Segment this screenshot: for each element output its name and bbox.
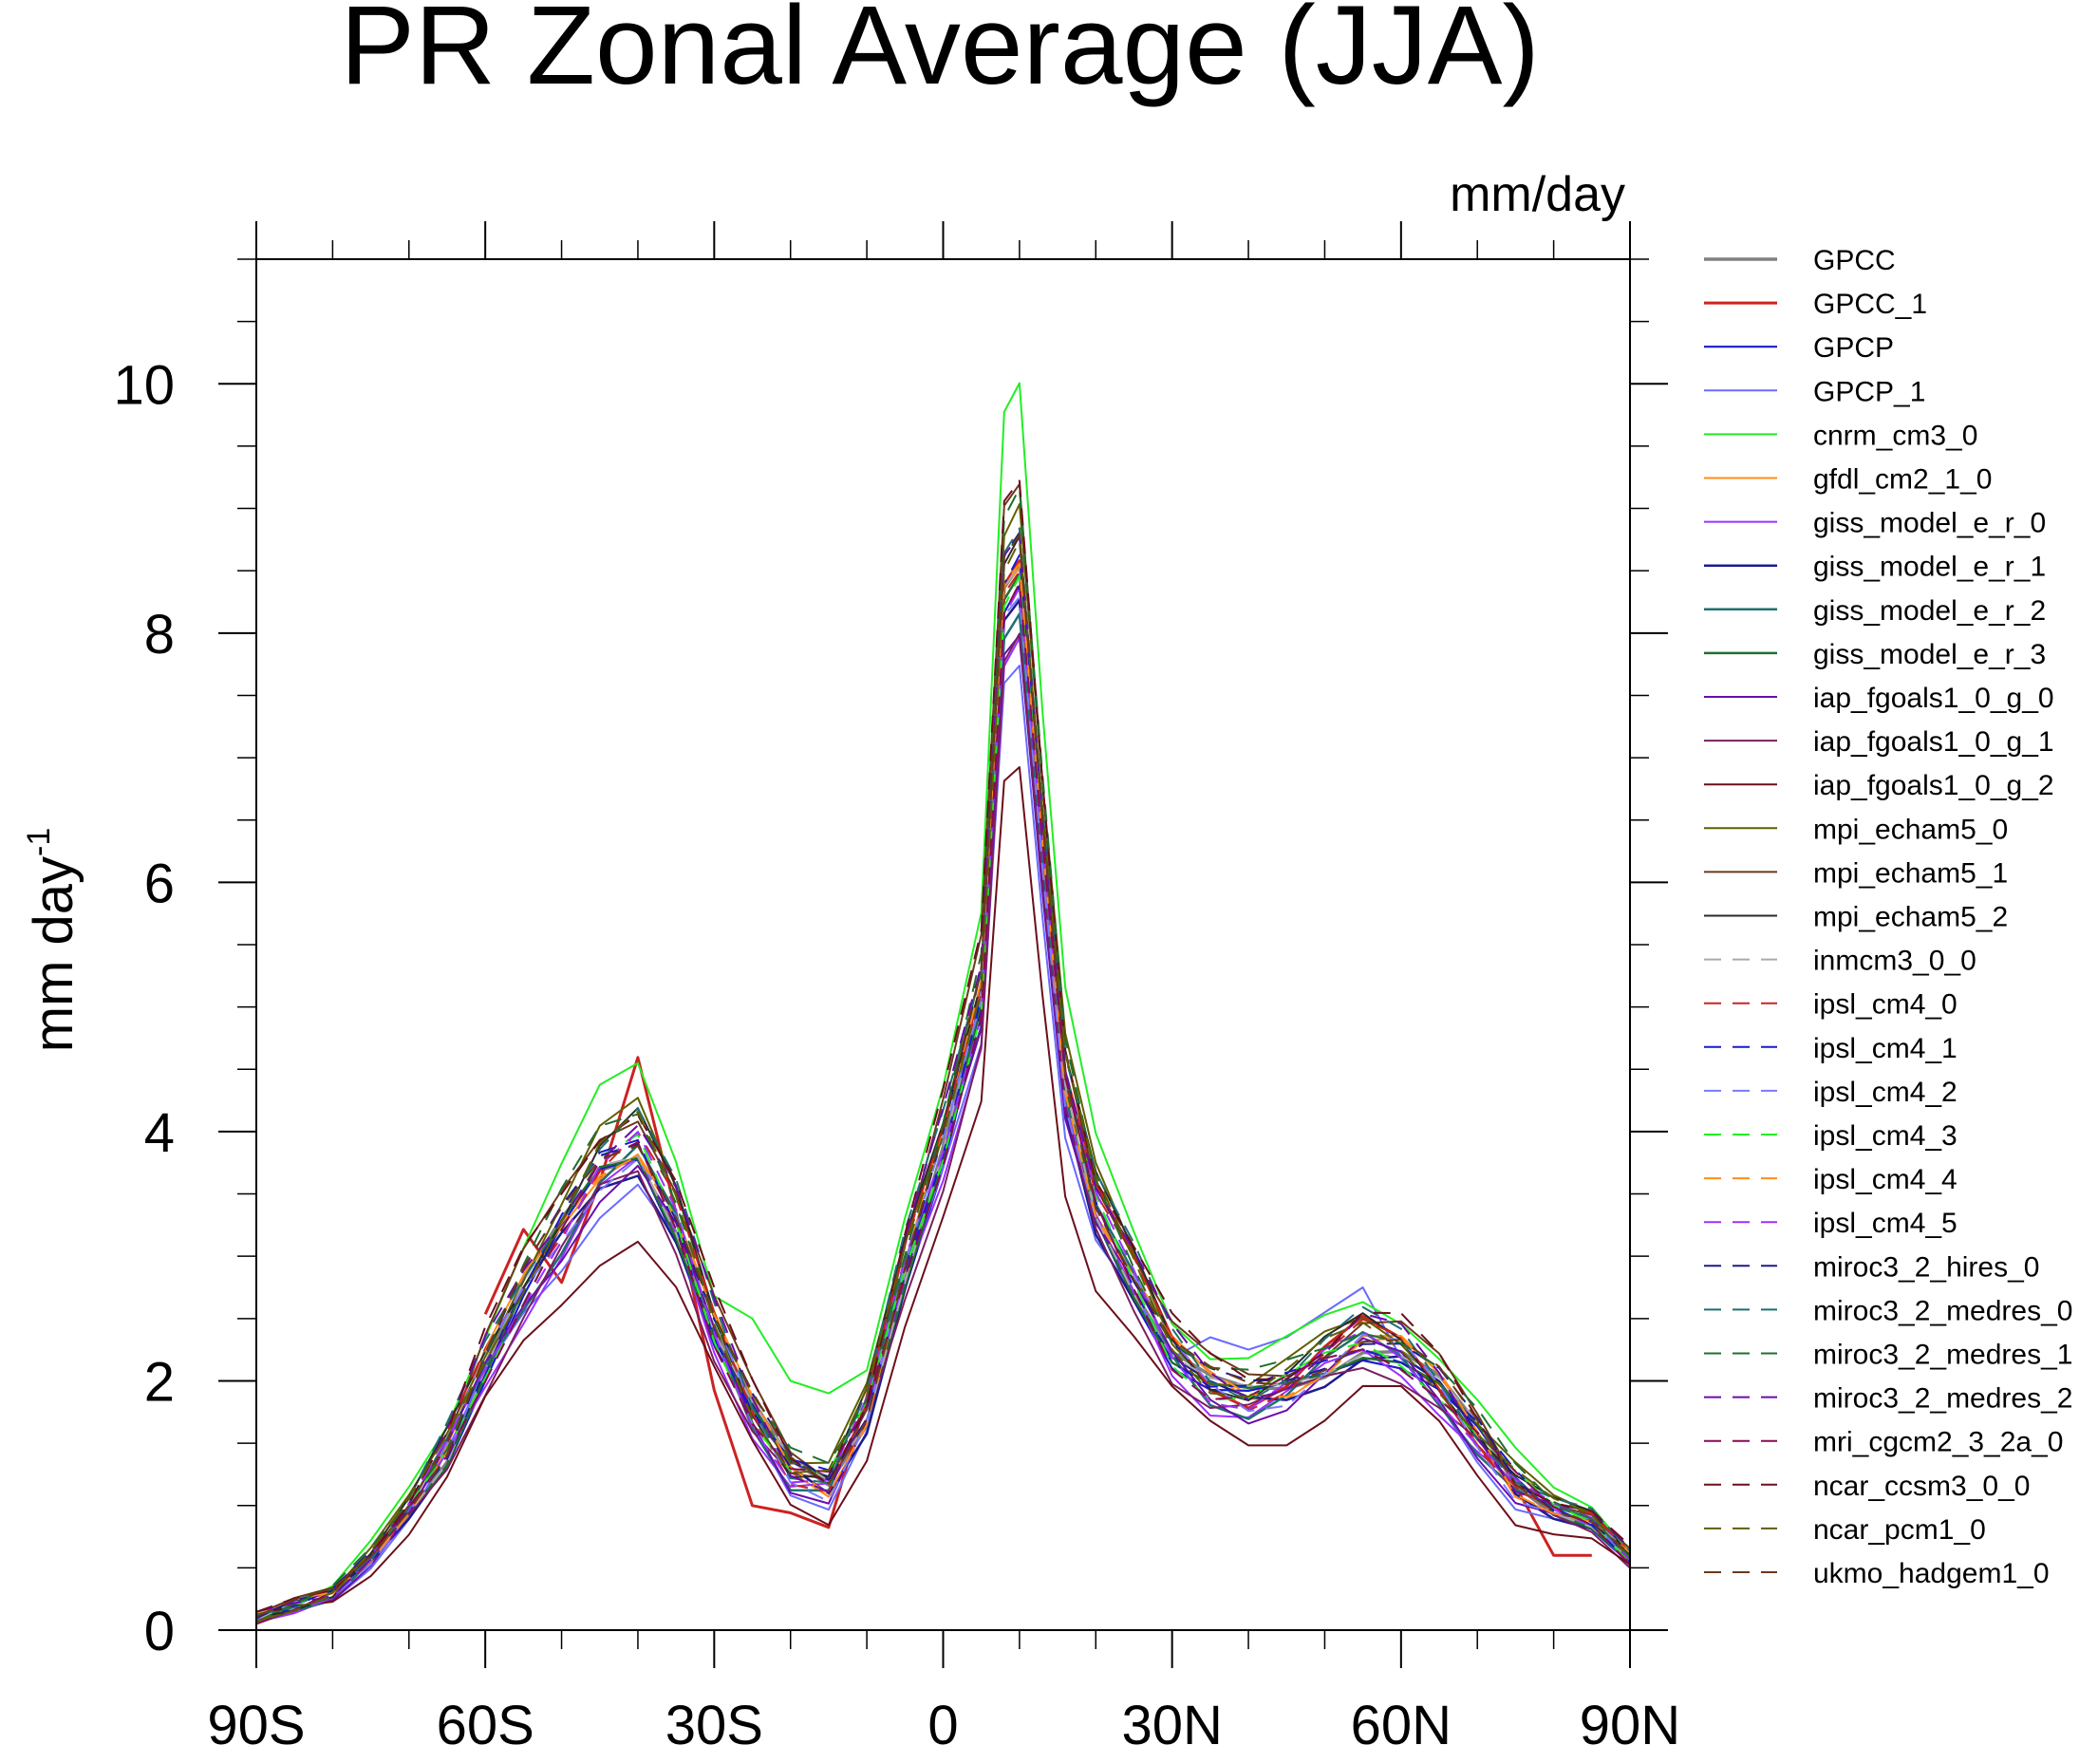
series-line bbox=[255, 534, 1631, 1613]
x-tick-label: 60S bbox=[437, 1695, 534, 1756]
legend-label: giss_model_e_r_1 bbox=[1813, 552, 2046, 583]
chart-title: PR Zonal Average (JJA) bbox=[340, 0, 1540, 108]
series-line bbox=[255, 582, 1631, 1625]
y-axis-label-text: mm day bbox=[23, 856, 84, 1052]
y-tick-label: 0 bbox=[144, 1601, 175, 1662]
x-tick-label: 30S bbox=[665, 1695, 763, 1756]
series-line bbox=[255, 382, 1631, 1623]
series-line bbox=[255, 584, 1631, 1624]
x-tick-label: 90S bbox=[207, 1695, 305, 1756]
legend-label: mpi_echam5_1 bbox=[1813, 857, 2008, 889]
legend-label: giss_model_e_r_3 bbox=[1813, 639, 2046, 670]
series-line bbox=[255, 574, 1631, 1624]
legend-label: GPCC_1 bbox=[1813, 289, 1927, 320]
legend-label: gfdl_cm2_1_0 bbox=[1813, 464, 1992, 496]
legend-label: ipsl_cm4_2 bbox=[1813, 1077, 1958, 1108]
legend-label: miroc3_2_medres_1 bbox=[1813, 1340, 2072, 1371]
series-line bbox=[255, 587, 1631, 1622]
legend-label: iap_fgoals1_0_g_2 bbox=[1813, 770, 2054, 801]
y-axis-label: mm day-1 bbox=[21, 828, 84, 1053]
series-line bbox=[483, 559, 1592, 1557]
x-tick-label: 60N bbox=[1351, 1695, 1452, 1756]
y-tick-label: 4 bbox=[144, 1102, 175, 1164]
series-line bbox=[255, 534, 1631, 1618]
series-line bbox=[255, 612, 1631, 1619]
x-tick-label: 30N bbox=[1121, 1695, 1222, 1756]
legend-label: iap_fgoals1_0_g_0 bbox=[1813, 683, 2054, 714]
x-tick-label: 0 bbox=[927, 1695, 958, 1756]
y-tick-label: 6 bbox=[144, 853, 175, 914]
series-line bbox=[255, 596, 1631, 1614]
units-label: mm/day bbox=[1450, 167, 1625, 222]
series-line bbox=[255, 539, 1631, 1623]
legend: GPCC GPCC_1 GPCP GPCP_1 cnrm_cm3_0 gfdl_cm2_1… bbox=[1704, 245, 2072, 1589]
series-line bbox=[255, 766, 1631, 1616]
series-line bbox=[255, 535, 1631, 1619]
series-line bbox=[255, 527, 1631, 1616]
legend-label: mpi_echam5_2 bbox=[1813, 902, 2008, 933]
legend-label: ncar_pcm1_0 bbox=[1813, 1514, 1986, 1546]
legend-label: ncar_ccsm3_0_0 bbox=[1813, 1471, 2030, 1502]
y-axis-label-exponent: -1 bbox=[21, 828, 57, 856]
legend-label: GPCC bbox=[1813, 245, 1896, 276]
series-line bbox=[255, 487, 1631, 1623]
legend-label: mri_cgcm2_3_2a_0 bbox=[1813, 1427, 2063, 1458]
legend-label: giss_model_e_r_0 bbox=[1813, 508, 2046, 539]
y-tick-label: 8 bbox=[144, 604, 175, 666]
legend-label: miroc3_2_medres_2 bbox=[1813, 1383, 2072, 1415]
series-line bbox=[255, 570, 1631, 1615]
legend-label: GPCP_1 bbox=[1813, 376, 1925, 407]
series-line bbox=[255, 503, 1631, 1623]
axis-ticks: 90S 60S 30S 0 30N 60N 90N 0 2 4 6 8 10 bbox=[113, 221, 1680, 1756]
series-line bbox=[255, 634, 1631, 1615]
legend-label: ipsl_cm4_4 bbox=[1813, 1164, 1958, 1195]
legend-label: mpi_echam5_0 bbox=[1813, 814, 2008, 845]
series-line bbox=[255, 479, 1631, 1613]
plot-area bbox=[255, 382, 1632, 1625]
legend-label: ipsl_cm4_5 bbox=[1813, 1208, 1958, 1239]
y-tick-label: 10 bbox=[113, 354, 175, 416]
legend-label: miroc3_2_medres_0 bbox=[1813, 1295, 2072, 1326]
legend-label: miroc3_2_hires_0 bbox=[1813, 1251, 2039, 1283]
legend-label: ukmo_hadgem1_0 bbox=[1813, 1558, 2050, 1589]
legend-label: ipsl_cm4_1 bbox=[1813, 1033, 1958, 1064]
legend-label: ipsl_cm4_3 bbox=[1813, 1120, 1958, 1152]
legend-label: iap_fgoals1_0_g_1 bbox=[1813, 726, 2054, 758]
x-tick-label: 90N bbox=[1580, 1695, 1680, 1756]
legend-label: giss_model_e_r_2 bbox=[1813, 595, 2046, 627]
legend-label: inmcm3_0_0 bbox=[1813, 946, 1976, 977]
series-line bbox=[255, 632, 1631, 1625]
series-line bbox=[255, 532, 1631, 1620]
legend-label: GPCP bbox=[1813, 332, 1894, 364]
y-tick-label: 2 bbox=[144, 1351, 175, 1413]
legend-label: ipsl_cm4_0 bbox=[1813, 989, 1958, 1021]
legend-label: cnrm_cm3_0 bbox=[1813, 420, 1977, 451]
